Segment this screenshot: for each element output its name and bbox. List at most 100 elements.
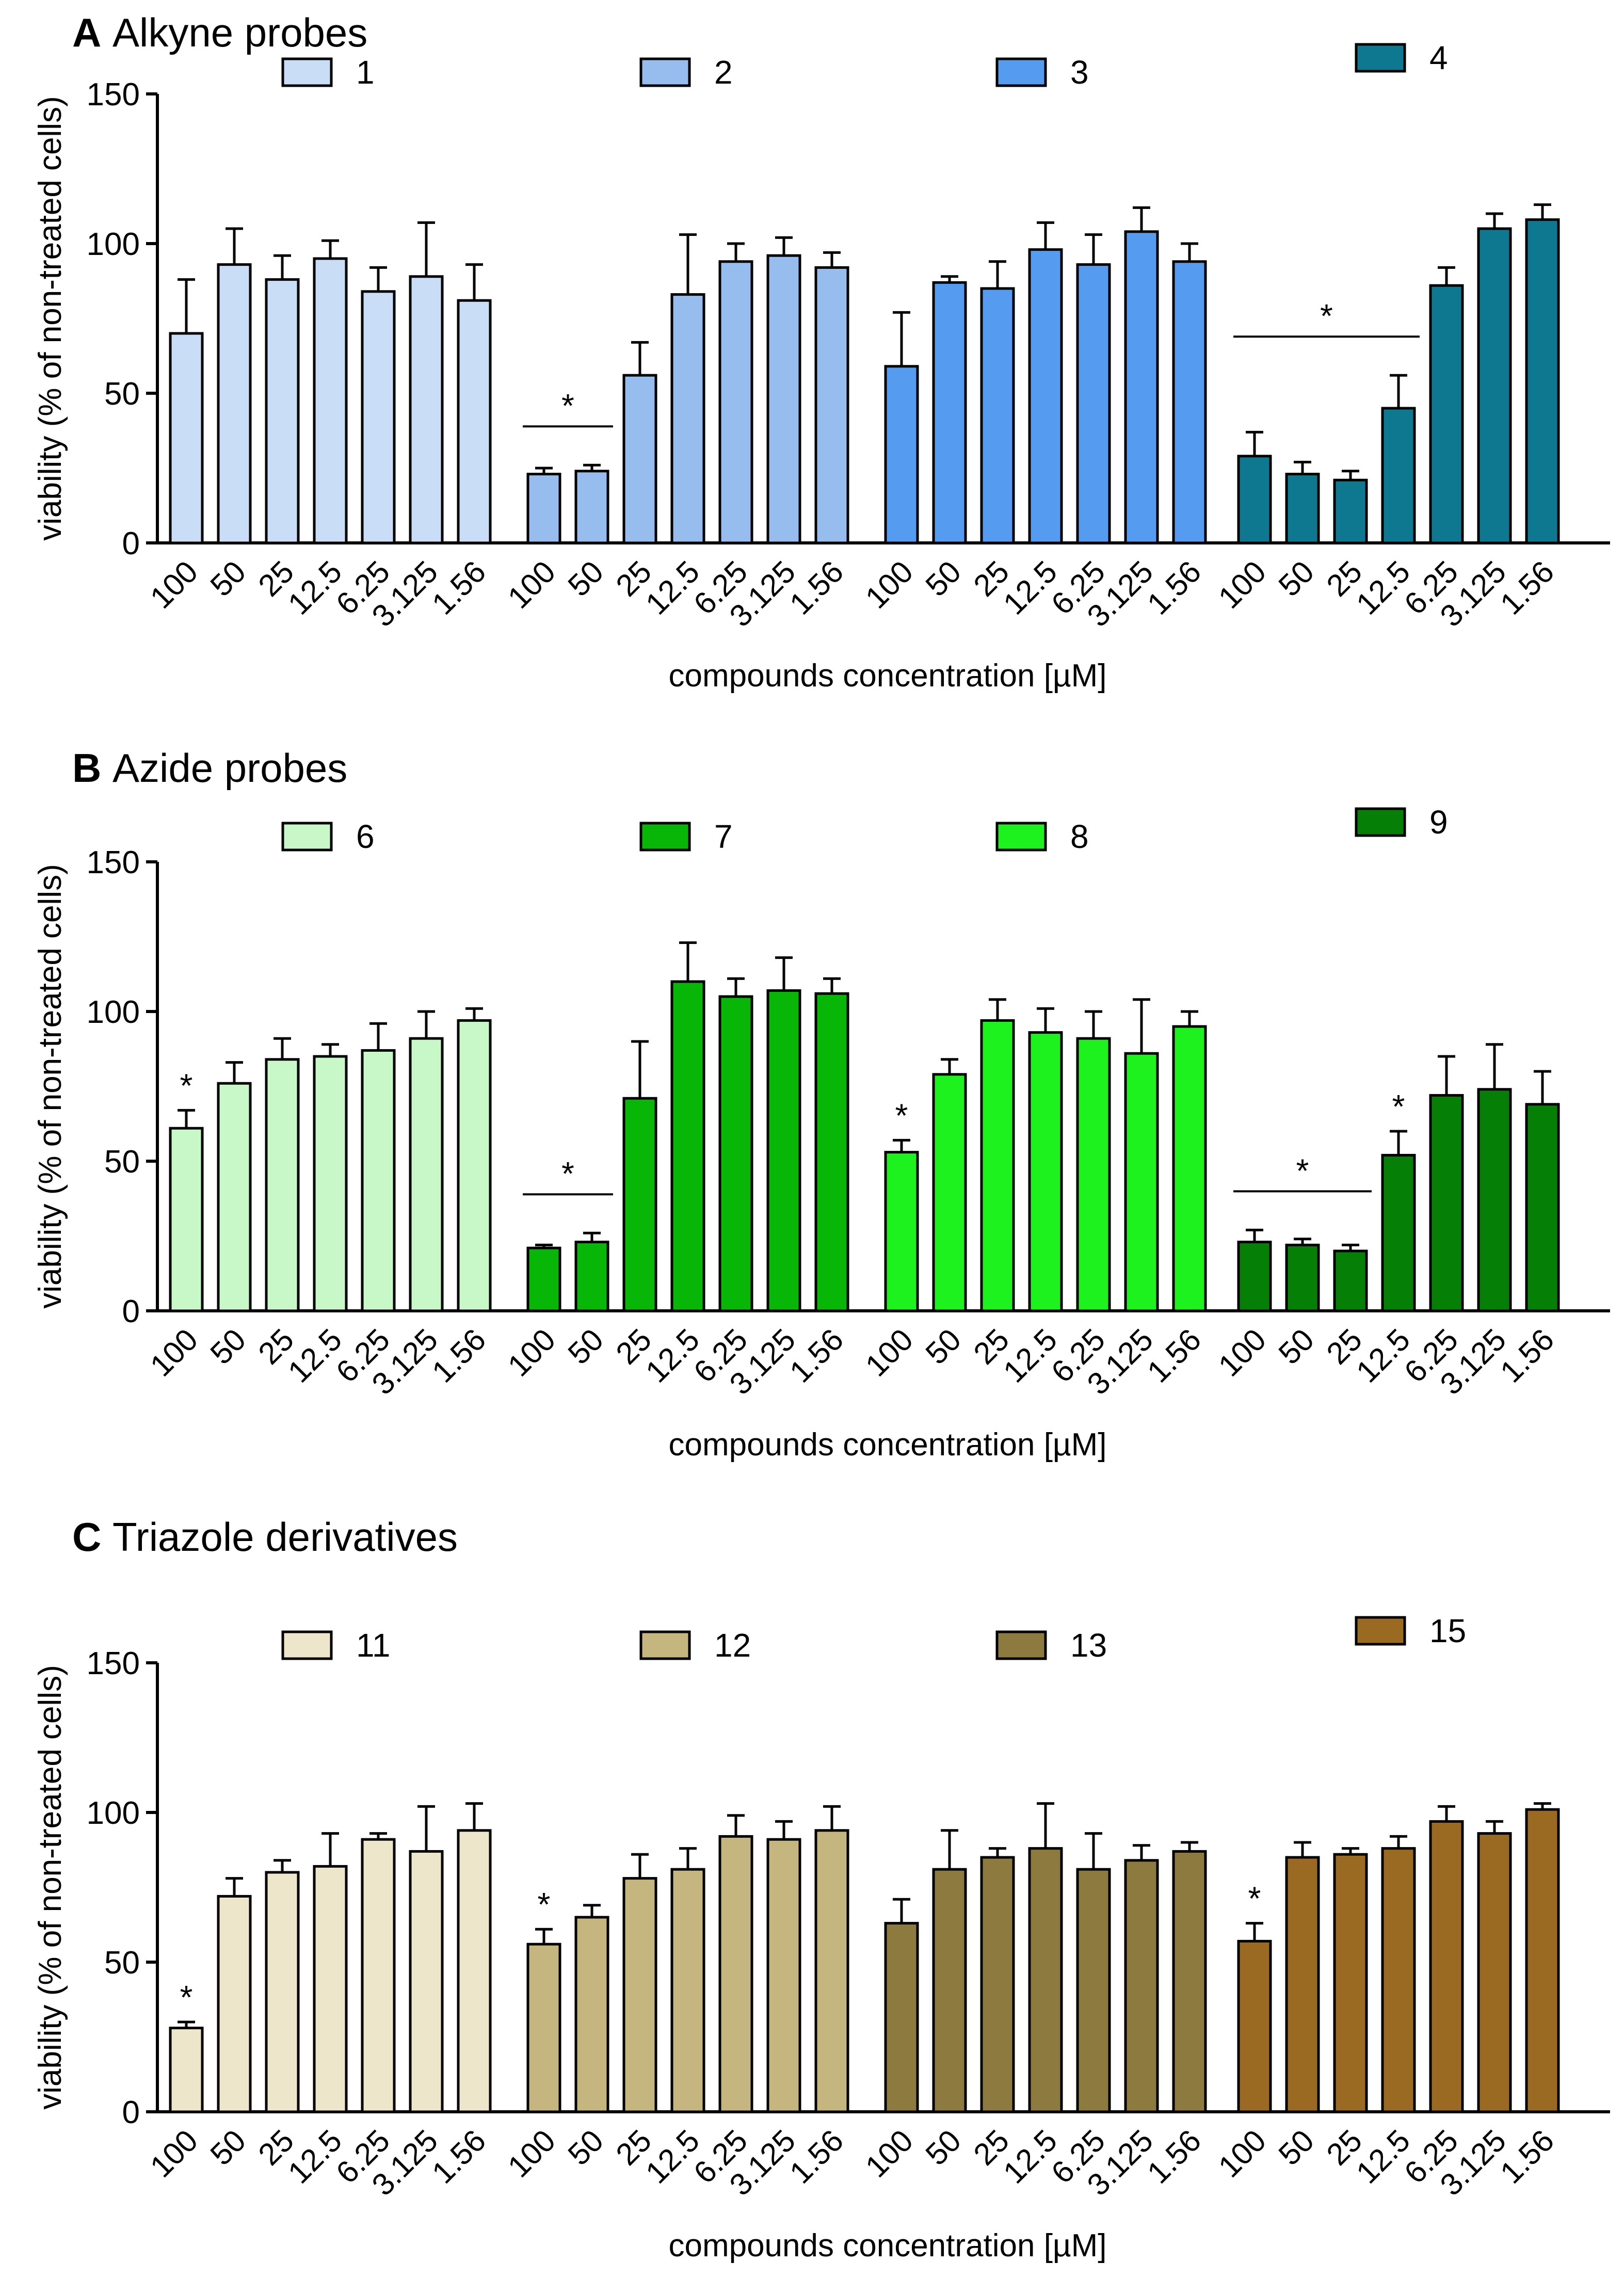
y-tick-label: 100	[87, 227, 140, 262]
y-tick-label: 50	[104, 376, 140, 412]
y-axis-label: viability (% of non-treated cells)	[33, 96, 68, 540]
bar	[1333, 478, 1368, 544]
x-tick-label: 50	[919, 2123, 968, 2172]
bar	[265, 1058, 300, 1312]
bar	[1124, 1859, 1159, 2113]
significance-marker: *	[1248, 1880, 1261, 1917]
bar	[313, 257, 348, 544]
y-tick-label: 100	[87, 1795, 140, 1831]
significance-marker: *	[1392, 1088, 1405, 1125]
bar	[1172, 1850, 1207, 2113]
bar	[814, 992, 849, 1312]
bar	[1429, 284, 1464, 544]
y-tick-label: 150	[87, 77, 140, 113]
x-tick-label: 100	[1212, 1322, 1273, 1383]
bar	[814, 1829, 849, 2113]
y-axis-label: viability (% of non-treated cells)	[33, 1665, 68, 2109]
x-tick-label: 1.56	[783, 1322, 850, 1389]
bar	[361, 1838, 396, 2113]
bar	[1076, 1037, 1111, 1312]
bar	[1381, 407, 1416, 544]
bar	[766, 254, 801, 544]
bar	[622, 1877, 657, 2113]
bar	[1429, 1820, 1464, 2113]
x-tick-label: 1.56	[1493, 1322, 1561, 1389]
x-tick-label: 1.56	[1140, 2123, 1208, 2190]
x-tick-label: 50	[561, 2123, 610, 2172]
bar	[932, 1073, 967, 1312]
bar	[884, 1151, 919, 1312]
bar	[526, 473, 561, 544]
bar	[766, 989, 801, 1312]
bar	[409, 1037, 444, 1312]
bar	[1028, 248, 1063, 544]
y-tick-label: 0	[122, 526, 140, 561]
legend-swatch	[639, 57, 691, 87]
x-tick-label: 100	[501, 554, 562, 615]
bar	[217, 263, 252, 544]
panel-letter: A	[72, 10, 101, 55]
panel-letter: C	[72, 1514, 101, 1560]
bar	[1285, 473, 1320, 544]
x-tick-label: 100	[859, 554, 920, 615]
bar	[980, 287, 1015, 544]
x-tick-label: 1.56	[783, 2123, 850, 2190]
significance-marker: *	[561, 387, 574, 424]
legend-swatch	[995, 57, 1047, 87]
panel-letter: B	[72, 745, 101, 791]
bar	[1237, 1241, 1272, 1312]
chart-title: Triazole derivatives	[112, 1514, 458, 1560]
significance-marker: *	[538, 1886, 551, 1923]
significance-marker: *	[180, 1067, 193, 1104]
bar	[169, 332, 204, 544]
x-axis-label: compounds concentration [µM]	[668, 2228, 1106, 2264]
bar	[1285, 1243, 1320, 1312]
bar	[526, 1943, 561, 2113]
legend-swatch	[1355, 1616, 1406, 1646]
bar	[169, 1127, 204, 1312]
bar	[814, 266, 849, 544]
x-tick-label: 1.56	[425, 554, 492, 621]
y-tick-label: 50	[104, 1144, 140, 1180]
bar	[1124, 1052, 1159, 1312]
x-tick-label: 50	[1272, 2123, 1321, 2172]
bar	[1028, 1847, 1063, 2113]
bar	[670, 1868, 705, 2113]
significance-marker: *	[895, 1097, 908, 1134]
legend-label: 13	[1070, 1627, 1107, 1664]
bar	[1124, 230, 1159, 544]
bar	[313, 1865, 348, 2113]
bar	[932, 281, 967, 544]
bar	[884, 1922, 919, 2113]
bar	[457, 299, 492, 544]
legend-swatch	[1355, 807, 1406, 837]
bar	[980, 1019, 1015, 1312]
legend-label: 12	[714, 1627, 751, 1664]
x-tick-label: 100	[143, 1322, 204, 1383]
bar	[1381, 1847, 1416, 2113]
legend-swatch	[995, 1630, 1047, 1660]
legend-label: 4	[1429, 39, 1448, 76]
bar	[1076, 263, 1111, 544]
legend-swatch	[281, 822, 333, 852]
x-tick-label: 100	[1212, 554, 1273, 615]
bar	[457, 1019, 492, 1312]
x-tick-label: 50	[1272, 1322, 1321, 1371]
bar	[574, 1916, 609, 2113]
bar	[1381, 1153, 1416, 1312]
legend-label: 11	[356, 1627, 390, 1664]
bar	[265, 1871, 300, 2113]
bar	[265, 278, 300, 544]
legend-label: 6	[356, 818, 375, 855]
bar	[718, 260, 753, 544]
y-tick-label: 50	[104, 1945, 140, 1981]
y-tick-label: 150	[87, 845, 140, 880]
x-tick-label: 50	[919, 1322, 968, 1371]
legend-label: 2	[714, 54, 733, 91]
